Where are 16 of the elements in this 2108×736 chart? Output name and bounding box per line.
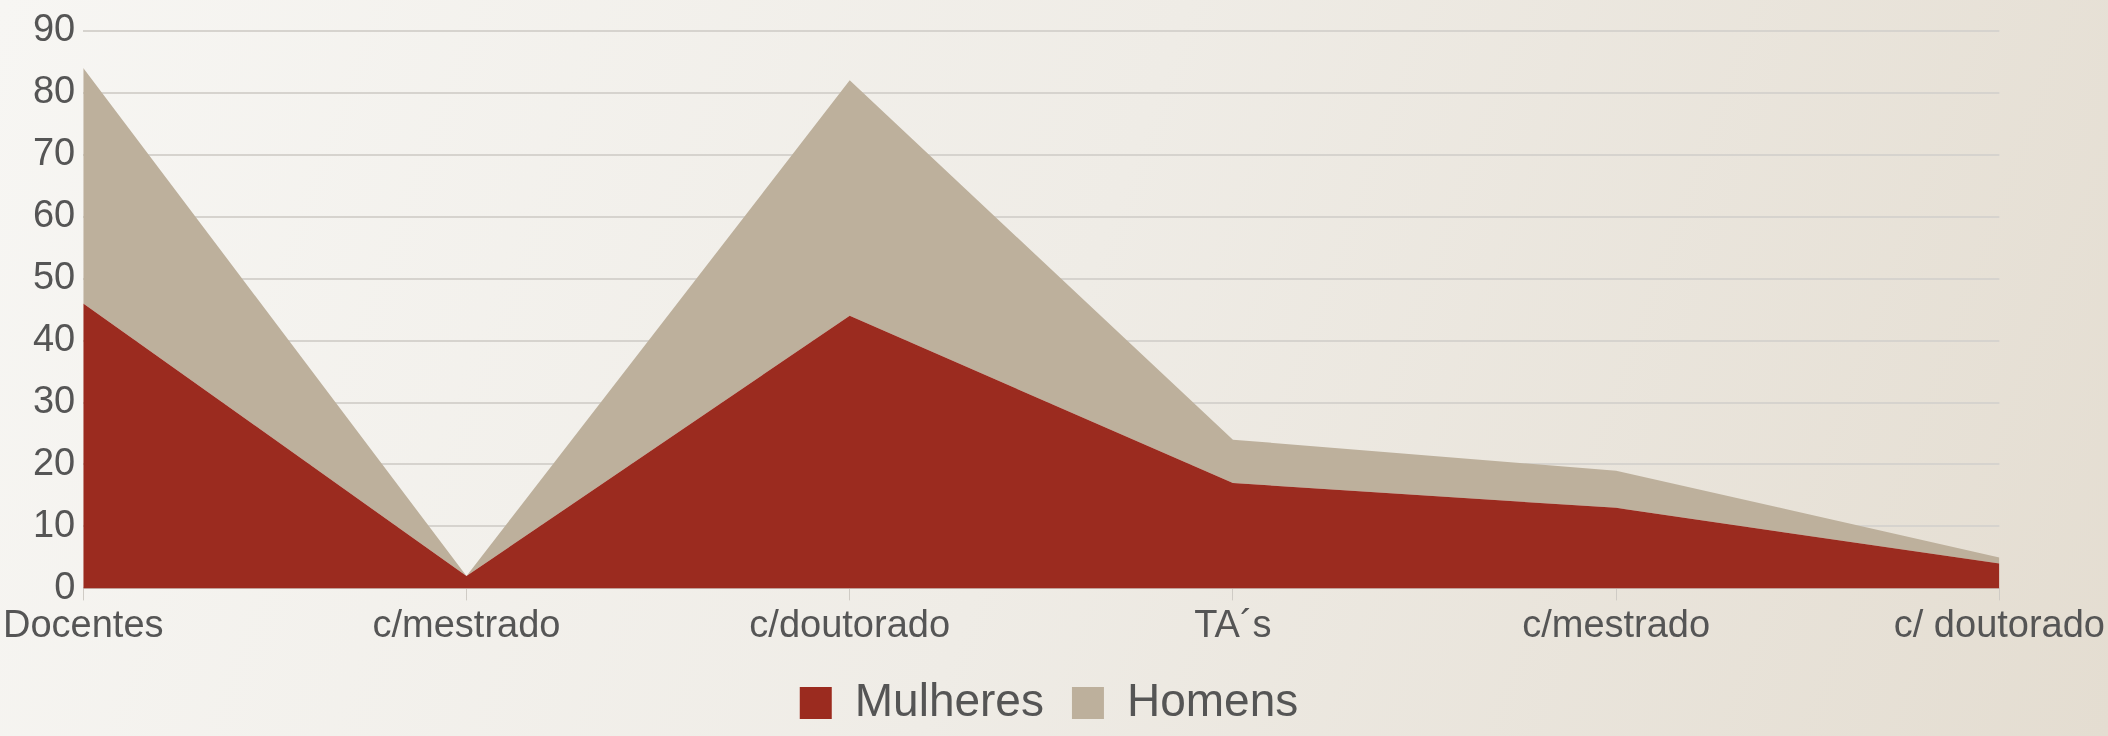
legend-label: Mulheres xyxy=(854,673,1044,726)
y-tick-label: 80 xyxy=(32,69,76,112)
y-tick-label: 30 xyxy=(32,379,76,422)
y-tick-label: 60 xyxy=(32,193,76,236)
y-tick-label: 90 xyxy=(32,7,76,50)
x-tick-label: c/doutorado xyxy=(749,602,951,645)
y-tick-label: 50 xyxy=(32,255,76,298)
x-tick-label: c/mestrado xyxy=(1522,602,1711,645)
y-tick-label: 40 xyxy=(32,317,76,360)
x-tick-label: c/ doutorado xyxy=(1893,602,2105,645)
x-tick-label: c/mestrado xyxy=(372,602,561,645)
y-tick-label: 20 xyxy=(32,440,76,483)
y-tick-label: 70 xyxy=(32,131,76,174)
y-tick-label: 10 xyxy=(32,502,76,545)
legend-label: Homens xyxy=(1126,673,1299,726)
x-tick-label: TA´s xyxy=(1194,602,1272,645)
